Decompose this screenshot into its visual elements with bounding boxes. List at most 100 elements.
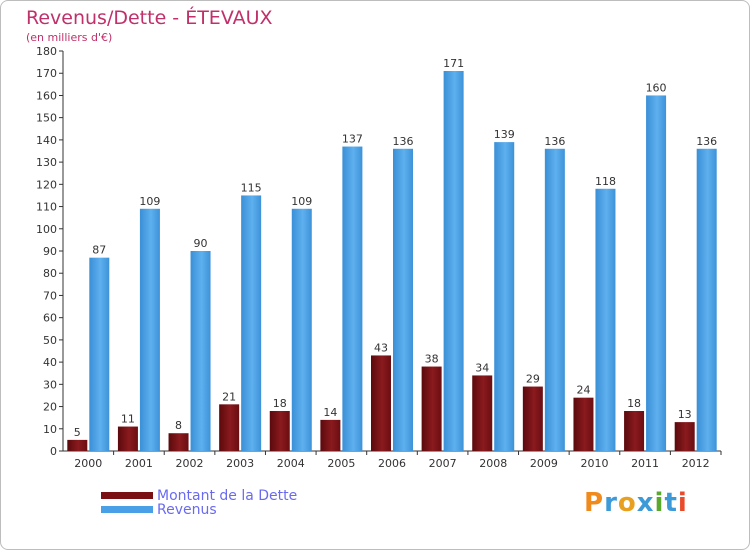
y-tick-label: 40 — [43, 356, 57, 369]
bar-dette — [573, 397, 594, 451]
bar-dette — [117, 426, 138, 451]
y-tick-label: 120 — [36, 178, 57, 191]
data-label-revenus: 139 — [494, 128, 515, 141]
y-tick-label: 100 — [36, 223, 57, 236]
chart-title: Revenus/Dette - ÉTEVAUX — [26, 7, 273, 29]
proxiti-logo: Proxiti — [584, 488, 688, 518]
y-tick-label: 170 — [36, 67, 57, 80]
bar-revenus — [494, 142, 515, 451]
logo-letter: t — [664, 488, 678, 518]
x-tick-label: 2008 — [479, 457, 507, 470]
x-tick-label: 2002 — [176, 457, 204, 470]
data-label-revenus: 136 — [544, 135, 565, 148]
y-tick-label: 140 — [36, 134, 57, 147]
bar-revenus — [89, 257, 110, 451]
bar-dette — [674, 422, 695, 451]
data-label-dette: 18 — [273, 397, 287, 410]
y-tick-label: 90 — [43, 245, 57, 258]
data-label-dette: 18 — [627, 397, 641, 410]
legend-swatch-dette — [101, 492, 153, 499]
data-label-dette: 21 — [222, 390, 236, 403]
bar-revenus — [595, 188, 616, 451]
y-tick-label: 70 — [43, 289, 57, 302]
data-label-dette: 8 — [175, 419, 182, 432]
x-tick-label: 2000 — [74, 457, 102, 470]
bar-revenus — [443, 71, 464, 451]
y-tick-label: 60 — [43, 312, 57, 325]
data-label-revenus: 137 — [342, 133, 363, 146]
bar-dette — [219, 404, 240, 451]
y-tick-label: 130 — [36, 156, 57, 169]
bar-revenus — [646, 95, 667, 451]
data-label-dette: 38 — [425, 353, 439, 366]
logo-letter: x — [636, 488, 655, 518]
data-label-revenus: 87 — [92, 244, 106, 257]
data-label-revenus: 136 — [696, 135, 717, 148]
y-tick-label: 50 — [43, 334, 57, 347]
x-tick-label: 2011 — [631, 457, 659, 470]
legend-label-revenus: Revenus — [157, 502, 217, 518]
x-tick-label: 2001 — [125, 457, 153, 470]
data-label-revenus: 118 — [595, 175, 616, 188]
x-tick-label: 2004 — [277, 457, 305, 470]
bar-dette — [421, 366, 442, 451]
x-tick-label: 2005 — [327, 457, 355, 470]
bar-dette — [67, 439, 88, 451]
bar-dette — [472, 375, 493, 451]
bar-revenus — [696, 148, 717, 451]
data-label-dette: 14 — [323, 406, 337, 419]
x-tick-label: 2006 — [378, 457, 406, 470]
data-label-dette: 29 — [526, 373, 540, 386]
data-label-revenus: 115 — [241, 181, 262, 194]
data-label-dette: 43 — [374, 341, 388, 354]
y-tick-label: 160 — [36, 89, 57, 102]
logo-letter: r — [604, 488, 618, 518]
data-label-revenus: 136 — [393, 135, 414, 148]
data-label-dette: 34 — [475, 361, 489, 374]
data-label-dette: 11 — [121, 413, 135, 426]
data-label-dette: 24 — [576, 384, 590, 397]
bar-revenus — [544, 148, 565, 451]
bar-dette — [371, 355, 391, 451]
logo-letter: i — [654, 488, 665, 518]
x-tick-label: 2012 — [682, 457, 710, 470]
bar-dette — [522, 386, 543, 451]
y-tick-label: 20 — [43, 401, 57, 414]
logo-letter: P — [584, 488, 605, 518]
y-tick-label: 0 — [50, 445, 57, 458]
x-tick-label: 2007 — [429, 457, 457, 470]
chart-subtitle: (en milliers d'€) — [26, 31, 113, 44]
y-tick-label: 30 — [43, 378, 57, 391]
bar-revenus — [393, 148, 413, 451]
logo-letter: o — [617, 488, 637, 518]
bar-revenus — [342, 146, 363, 452]
x-tick-label: 2003 — [226, 457, 254, 470]
data-label-dette: 13 — [678, 408, 692, 421]
data-label-revenus: 171 — [443, 57, 464, 70]
data-label-revenus: 90 — [194, 237, 208, 250]
data-label-revenus: 109 — [139, 195, 160, 208]
bar-revenus — [190, 251, 211, 451]
bar-revenus — [139, 208, 160, 451]
y-tick-label: 110 — [36, 201, 57, 214]
bar-dette — [320, 419, 341, 451]
bar-revenus — [291, 208, 312, 451]
bar-dette — [624, 411, 645, 451]
y-tick-label: 180 — [36, 45, 57, 58]
data-label-dette: 5 — [74, 426, 81, 439]
y-tick-label: 10 — [43, 423, 57, 436]
legend-swatch-revenus — [101, 506, 153, 513]
bar-dette — [168, 433, 189, 451]
logo-letter: i — [677, 488, 688, 518]
legend-label-dette: Montant de la Dette — [157, 488, 298, 504]
bar-revenus — [241, 195, 262, 451]
x-tick-label: 2010 — [580, 457, 608, 470]
y-tick-label: 80 — [43, 267, 57, 280]
x-tick-label: 2009 — [530, 457, 558, 470]
y-tick-label: 150 — [36, 112, 57, 125]
data-label-revenus: 109 — [291, 195, 312, 208]
bar-dette — [269, 411, 290, 451]
data-label-revenus: 160 — [646, 81, 667, 94]
